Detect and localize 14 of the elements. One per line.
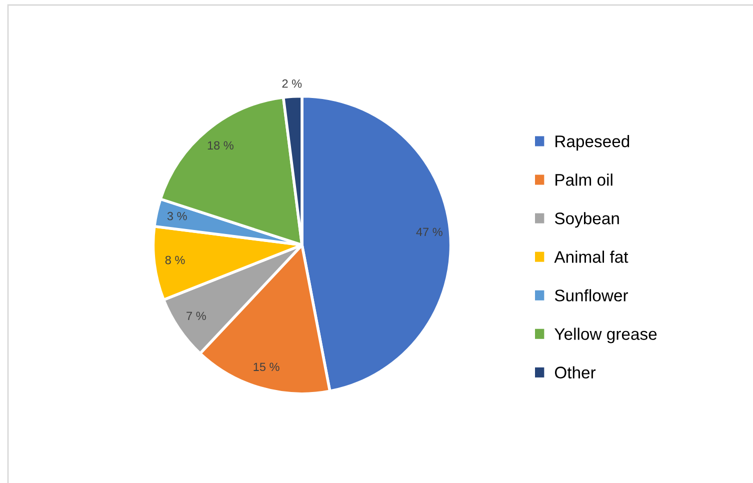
- legend-label: Yellow grease: [554, 328, 657, 344]
- data-label: 3 %: [167, 212, 187, 220]
- data-label: 8 %: [165, 256, 185, 264]
- legend-label: Palm oil: [556, 174, 612, 186]
- data-label: 47 %: [416, 228, 442, 236]
- data-label: 7 %: [186, 312, 206, 320]
- data-label: 2 %: [282, 79, 302, 88]
- legend-label: Rapeseed: [556, 135, 630, 151]
- legend-label: Other: [554, 366, 596, 378]
- data-label: 15 %: [254, 362, 280, 372]
- data-label: 18 %: [208, 141, 234, 150]
- legend-label: Animal fat: [554, 250, 628, 263]
- legend-label: Soybean: [554, 212, 619, 228]
- legend-label: Sunflower: [554, 289, 628, 302]
